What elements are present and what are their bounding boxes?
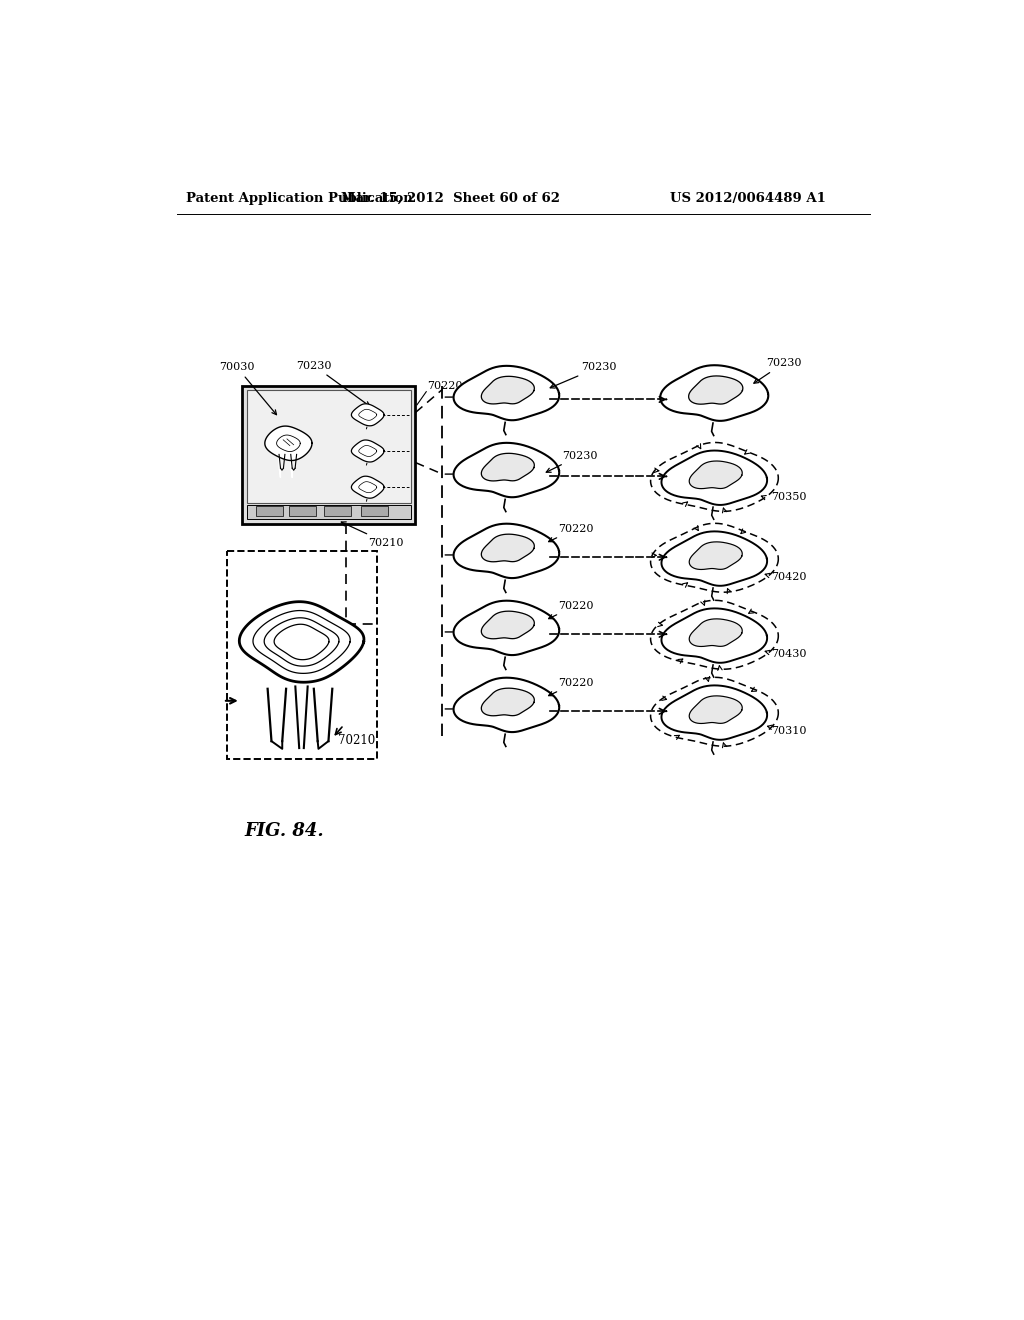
Polygon shape	[481, 688, 535, 715]
Text: Mar. 15, 2012  Sheet 60 of 62: Mar. 15, 2012 Sheet 60 of 62	[341, 191, 559, 205]
Text: FIG. 84.: FIG. 84.	[245, 822, 325, 840]
Text: 70210: 70210	[339, 734, 376, 747]
Bar	[226, 552, 377, 759]
Text: 70220: 70220	[427, 381, 463, 392]
Polygon shape	[351, 477, 384, 498]
Bar	[289, 507, 316, 516]
Polygon shape	[295, 686, 307, 748]
Bar	[247, 391, 411, 503]
Polygon shape	[662, 450, 767, 506]
Polygon shape	[454, 524, 559, 578]
Polygon shape	[240, 602, 364, 682]
Polygon shape	[454, 442, 559, 498]
Polygon shape	[689, 619, 742, 647]
Bar	[243, 385, 416, 524]
Text: 70220: 70220	[549, 601, 594, 619]
Bar	[360, 507, 388, 516]
Polygon shape	[454, 677, 559, 733]
Polygon shape	[313, 689, 333, 744]
Polygon shape	[481, 376, 535, 404]
Text: 70420: 70420	[771, 573, 807, 582]
Text: 70310: 70310	[771, 726, 807, 737]
Text: 70030: 70030	[219, 362, 276, 414]
Polygon shape	[481, 453, 535, 480]
Polygon shape	[267, 689, 286, 744]
Text: 70350: 70350	[771, 491, 807, 502]
Bar	[247, 506, 411, 519]
Polygon shape	[265, 426, 312, 461]
Polygon shape	[689, 696, 742, 723]
Text: 70230: 70230	[550, 362, 616, 388]
Polygon shape	[481, 611, 535, 639]
Text: 70230: 70230	[296, 360, 370, 407]
Polygon shape	[662, 685, 767, 739]
Text: US 2012/0064489 A1: US 2012/0064489 A1	[670, 191, 825, 205]
Polygon shape	[662, 532, 767, 586]
Text: 70230: 70230	[546, 450, 597, 473]
Polygon shape	[689, 543, 742, 569]
Bar	[256, 507, 283, 516]
Text: 70220: 70220	[549, 524, 594, 541]
Polygon shape	[689, 461, 742, 488]
Text: 70430: 70430	[771, 649, 807, 660]
Polygon shape	[662, 609, 767, 663]
Text: 70230: 70230	[754, 358, 802, 383]
Text: 70210: 70210	[341, 521, 403, 548]
Polygon shape	[454, 601, 559, 655]
Polygon shape	[481, 535, 535, 562]
Polygon shape	[351, 440, 384, 462]
Bar	[324, 507, 351, 516]
Polygon shape	[688, 376, 742, 404]
Text: 70220: 70220	[549, 678, 594, 696]
Polygon shape	[351, 404, 384, 426]
Polygon shape	[454, 366, 559, 420]
Polygon shape	[660, 366, 768, 421]
Text: Patent Application Publication: Patent Application Publication	[186, 191, 413, 205]
